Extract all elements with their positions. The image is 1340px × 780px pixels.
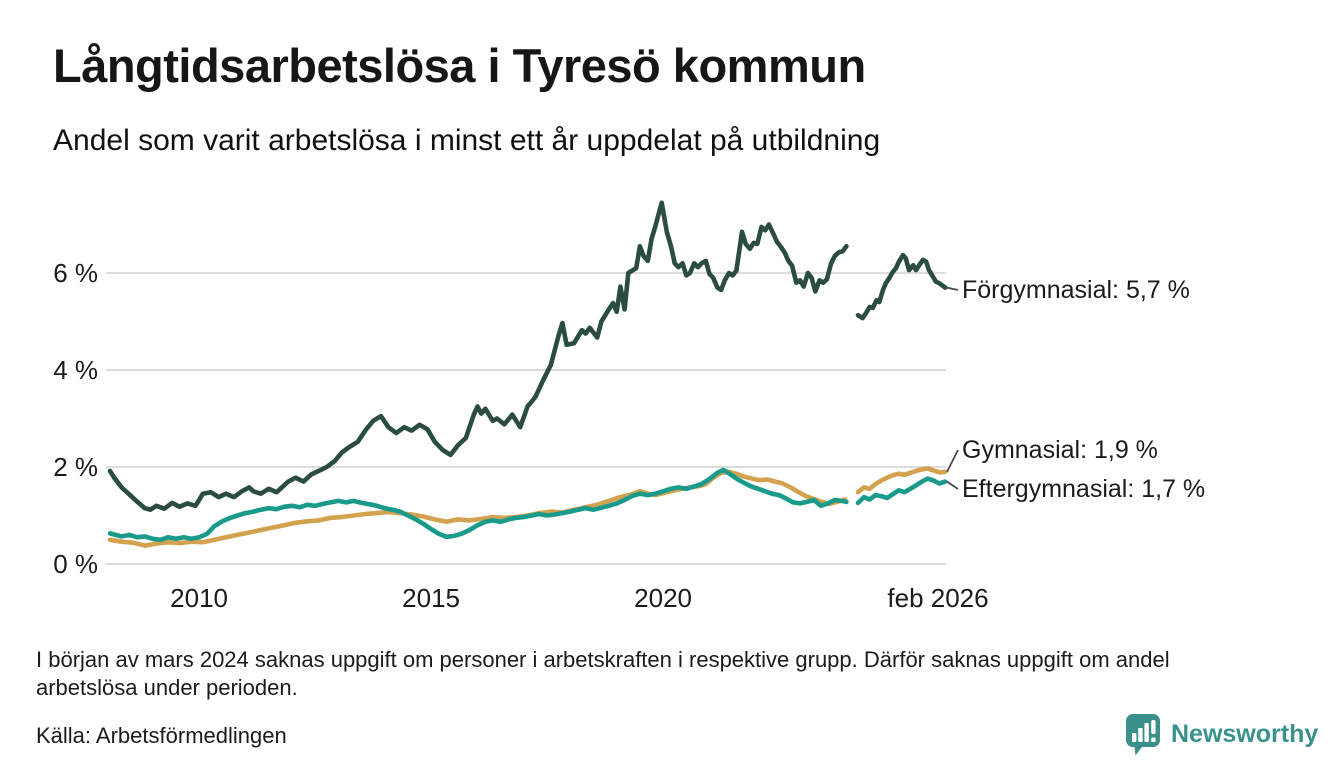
page-title: Långtidsarbetslösa i Tyresö kommun [53,39,866,92]
newsworthy-logo-icon [1126,714,1160,756]
series-line-eftergymnasial-seg1 [107,467,849,543]
series-line-gymnasial-seg1 [107,469,848,548]
series-line-gymnasial-seg2 [855,466,948,495]
page-subtitle: Andel som varit arbetslösa i minst ett å… [53,124,881,157]
series-line-forgymnasial-seg1 [107,200,849,513]
series-line-forgymnasial-seg2 [855,252,948,321]
source-credit: Källa: Arbetsförmedlingen [36,723,287,748]
newsworthy-logo-text: Newsworthy [1171,720,1319,748]
series-line-eftergymnasial-seg2 [855,476,948,506]
leader-line-gymnasial [946,449,959,473]
newsworthy-logo: Newsworthy [1124,712,1318,757]
leader-line-forgymnasial [946,286,959,291]
footnote: I början av mars 2024 saknas uppgift om … [36,647,1170,700]
leader-line-eftergymnasial [946,480,959,490]
